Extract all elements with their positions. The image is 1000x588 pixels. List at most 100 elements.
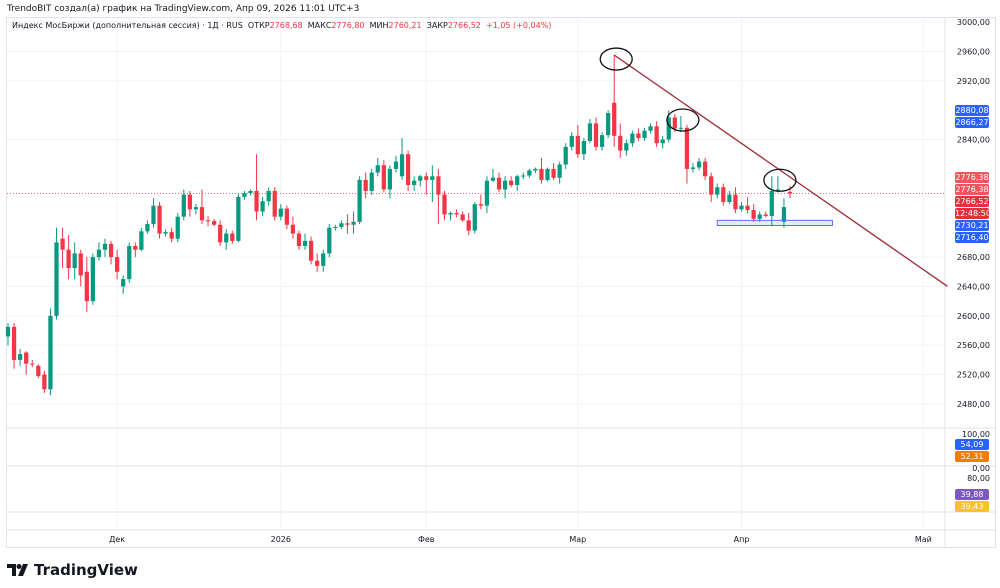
- candle: [42, 370, 47, 393]
- candle-body: [54, 242, 59, 316]
- candle: [127, 242, 132, 283]
- candle-body: [636, 133, 641, 139]
- candle-body: [781, 207, 787, 222]
- price-tick-label: 2560,00: [957, 341, 990, 350]
- candle-body: [78, 253, 83, 276]
- candle-body: [733, 194, 738, 210]
- candle: [502, 176, 508, 199]
- candle-body: [260, 201, 265, 212]
- candle: [690, 163, 696, 173]
- candle: [733, 187, 738, 213]
- candle-body: [709, 176, 714, 195]
- candle-body: [399, 154, 405, 177]
- candle: [539, 157, 544, 184]
- candle-body: [266, 190, 271, 202]
- price-tick-label: 2840,00: [957, 136, 990, 145]
- close-value: 2766,52: [447, 21, 481, 30]
- candle: [709, 172, 714, 202]
- price-tag: 2776,38: [955, 171, 989, 183]
- open-value: 2768,68: [269, 21, 303, 30]
- candle: [636, 128, 641, 142]
- candle: [242, 190, 247, 200]
- candle: [102, 238, 108, 258]
- candle: [30, 359, 35, 368]
- candle-body: [175, 216, 180, 239]
- logo-text: TradingView: [34, 561, 138, 579]
- candle-body: [412, 180, 417, 186]
- candle-body: [454, 212, 459, 215]
- candle-body: [593, 123, 599, 147]
- candle-body: [357, 179, 362, 222]
- candle-body: [769, 190, 774, 216]
- candle-body: [363, 179, 368, 191]
- candle-body: [660, 139, 665, 144]
- candle: [399, 138, 405, 180]
- candle-body: [114, 257, 120, 272]
- price-tick-label: 2640,00: [957, 282, 990, 291]
- candle-body: [278, 208, 283, 217]
- price-tag: 2866,27: [955, 116, 989, 128]
- candle-body: [181, 194, 186, 217]
- close-label: ЗАКР: [426, 21, 448, 30]
- candle: [357, 176, 362, 225]
- price-tag: 2880,08: [955, 104, 989, 116]
- candle-body: [193, 207, 199, 210]
- candle: [745, 196, 750, 213]
- price-tick-label: 2480,00: [957, 400, 990, 409]
- candle-body: [484, 180, 490, 206]
- change-value: +1,05 (+0,04%): [486, 21, 552, 30]
- candle-body: [157, 205, 162, 234]
- candle-body: [127, 246, 132, 280]
- candle: [108, 240, 114, 265]
- candle: [648, 123, 653, 134]
- candle-body: [230, 233, 235, 241]
- candle: [163, 229, 168, 237]
- candle-body: [739, 205, 744, 210]
- candle-body: [599, 135, 605, 147]
- candle-body: [436, 176, 441, 195]
- candle-body: [612, 102, 617, 136]
- candle: [569, 132, 574, 151]
- candle: [612, 55, 617, 147]
- tradingview-logo[interactable]: TradingView: [7, 561, 138, 579]
- price-tick-label: 2520,00: [957, 371, 990, 380]
- candle-body: [60, 238, 65, 250]
- candle-body: [539, 168, 544, 180]
- candle: [454, 209, 459, 218]
- time-tick-label: Апр: [734, 535, 750, 544]
- chart-credit: TrendoBIT создал(а) график на TradingVie…: [7, 4, 360, 14]
- candle: [654, 121, 659, 147]
- candle: [660, 135, 665, 149]
- candle-body: [466, 220, 471, 231]
- candle-body: [648, 126, 653, 131]
- candle: [509, 176, 514, 188]
- candle-body: [654, 126, 659, 144]
- candle: [545, 167, 550, 182]
- candle-body: [351, 221, 356, 225]
- candle: [599, 132, 605, 151]
- candle-body: [563, 146, 568, 165]
- candle-body: [48, 315, 53, 390]
- candle-body: [302, 240, 308, 247]
- candle-body: [757, 214, 762, 219]
- candle-body: [684, 127, 690, 169]
- high-value: 2776,80: [331, 21, 365, 30]
- candle: [84, 257, 89, 313]
- candle: [96, 242, 102, 261]
- candle: [5, 323, 11, 346]
- candle: [642, 127, 647, 142]
- candle-body: [96, 249, 102, 258]
- candle: [157, 201, 162, 239]
- candle: [418, 174, 423, 187]
- candle-body: [284, 208, 289, 225]
- indicator-value-tag: 39,88: [955, 489, 989, 500]
- candle: [193, 204, 199, 215]
- candle-body: [618, 135, 623, 151]
- price-tag: 2716,40: [955, 231, 989, 243]
- candle-body: [460, 214, 465, 221]
- low-label: МИН: [369, 21, 389, 30]
- candle: [181, 189, 186, 221]
- candle-body: [169, 232, 174, 239]
- candle: [199, 189, 205, 225]
